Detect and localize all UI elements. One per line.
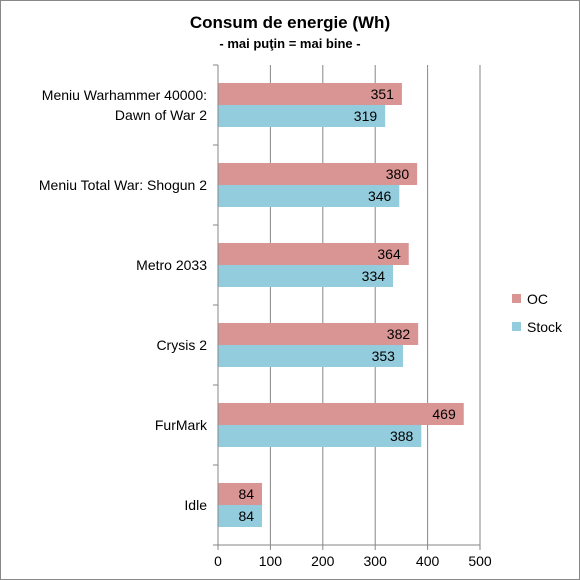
bar-stock [218,105,386,127]
data-label: 334 [362,268,386,284]
chart-title: Consum de energie (Wh) [190,13,390,32]
x-tick-label: 100 [259,553,283,569]
category-label-line: FurMark [155,417,208,433]
legend-swatch [512,294,521,303]
x-tick-label: 200 [311,553,335,569]
legend-label: Stock [527,319,563,335]
category-label-line: Idle [184,497,207,513]
data-label: 382 [387,326,411,342]
legend-label: OC [527,291,548,307]
bar-oc [218,403,464,425]
category-label-line: Crysis 2 [156,337,207,353]
data-label: 380 [386,166,410,182]
axes: 0 100 200 300 400 500 Meniu Warhammer 40000: Da… [39,64,492,569]
legend: OC Stock [512,291,563,335]
x-tick-label: 300 [364,553,388,569]
bar-stock [218,265,394,287]
bar-stock [218,505,263,527]
data-label: 353 [372,348,396,364]
bar-stock [218,425,422,447]
legend-swatch [512,322,521,331]
category-label: Meniu Warhammer 40000: Dawn of War 2 [42,87,207,123]
x-tick-label: 0 [214,553,222,569]
data-labels: 351 319 380 346 364 334 382 353 469 388 84 84 [238,86,456,524]
bar-oc [218,243,409,265]
bar-stock [218,185,400,207]
data-label: 346 [368,188,392,204]
data-label: 319 [354,108,378,124]
category-label: Idle [184,497,207,513]
x-tick-label: 400 [416,553,440,569]
data-label: 84 [238,508,254,524]
category-label: Meniu Total War: Shogun 2 [39,177,207,193]
bars [218,83,464,527]
x-tick-label: 500 [468,553,492,569]
data-label: 84 [238,486,254,502]
category-label: Crysis 2 [156,337,207,353]
data-label: 351 [371,86,395,102]
category-label-line: Metro 2033 [136,257,207,273]
bar-oc [218,163,418,185]
bar-oc [218,483,263,505]
category-label-line: Meniu Warhammer 40000: [42,87,207,103]
gridlines [269,65,481,545]
chart-subtitle: - mai puţin = mai bine - [219,36,360,51]
data-label: 469 [432,406,456,422]
bar-oc [218,83,402,105]
data-label: 364 [377,246,401,262]
bar-oc [218,323,419,345]
category-label: FurMark [155,417,208,433]
category-label-line: Dawn of War 2 [115,107,207,123]
category-label: Metro 2033 [136,257,207,273]
bar-stock [218,345,403,367]
data-label: 388 [390,428,414,444]
category-label-line: Meniu Total War: Shogun 2 [39,177,207,193]
